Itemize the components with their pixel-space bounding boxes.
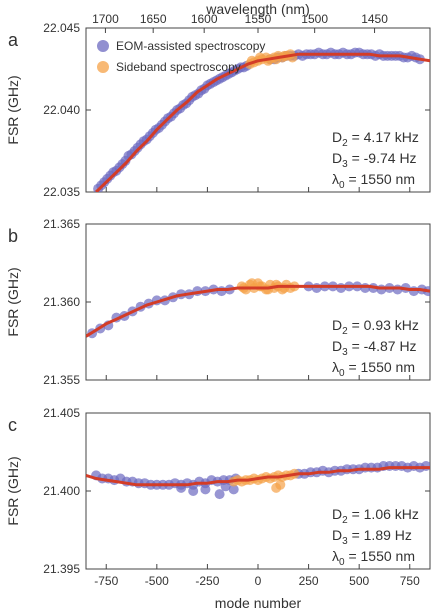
y-tick-label: 21.365 <box>43 217 80 231</box>
x-tick-label: 750 <box>400 574 420 588</box>
top-tick-label: 1650 <box>140 12 167 26</box>
eom-point <box>220 481 231 492</box>
y-axis-label: FSR (GHz) <box>5 267 21 336</box>
y-tick-label: 21.360 <box>43 295 80 309</box>
annotation-line: D3 = -4.87 Hz <box>332 338 417 358</box>
annotation-value: = 1.06 kHz <box>348 506 419 522</box>
fit-line <box>95 52 430 192</box>
eom-point <box>228 484 239 495</box>
annotation-line: D2 = 4.17 kHz <box>332 129 419 149</box>
sideband-point <box>275 479 286 490</box>
legend-marker <box>97 61 109 73</box>
annotation-subscript: 2 <box>342 515 348 526</box>
annotation-line: λ0 = 1550 nm <box>332 171 415 191</box>
annotation-value: = 4.17 kHz <box>348 129 419 145</box>
top-tick-label: 1500 <box>301 12 328 26</box>
y-tick-label: 21.400 <box>43 484 80 498</box>
annotation-line: λ0 = 1550 nm <box>332 359 415 379</box>
plot-area <box>86 461 430 500</box>
top-tick-label: 1550 <box>245 12 272 26</box>
top-axis-label: wavelength (nm) <box>205 1 310 17</box>
annotation-subscript: 2 <box>342 326 348 337</box>
legend-label: EOM-assisted spectroscopy <box>116 39 265 53</box>
annotation-symbol: λ <box>332 359 339 375</box>
eom-point <box>421 461 430 471</box>
top-tick-label: 1700 <box>92 12 119 26</box>
annotation-value: = 1550 nm <box>345 359 415 375</box>
annotation-symbol: D <box>332 317 342 333</box>
fit-line <box>86 284 430 338</box>
y-axis-label: FSR (GHz) <box>5 75 21 144</box>
bottom-axis-label: mode number <box>215 595 302 611</box>
panel-letter: a <box>8 30 19 50</box>
top-tick-label: 1450 <box>361 12 388 26</box>
plot-area <box>86 278 430 339</box>
y-tick-label: 21.405 <box>43 406 80 420</box>
annotation-value: = 0.93 kHz <box>348 317 419 333</box>
annotation-value: = -4.87 Hz <box>348 338 417 354</box>
fit-line <box>86 466 430 487</box>
x-tick-label: 250 <box>299 574 319 588</box>
y-tick-label: 22.045 <box>43 21 80 35</box>
annotation-subscript: 0 <box>339 557 345 568</box>
legend-label: Sideband spectroscopy <box>116 60 241 74</box>
plot-frame <box>85 223 431 381</box>
annotation-line: D2 = 0.93 kHz <box>332 317 419 337</box>
panel-a: a FSR (GHz) 22.035 22.040 22.045 1700 1650 1600… <box>5 12 431 199</box>
panel-letter: b <box>8 226 18 246</box>
annotation-subscript: 0 <box>339 180 345 191</box>
x-tick-label: -500 <box>145 574 169 588</box>
plot-frame <box>85 412 431 570</box>
panel-b: b FSR (GHz) 21.355 21.360 21.365 D2 = 0.93 kH… <box>5 217 431 387</box>
panel-c: c FSR (GHz) 21.395 21.400 21.405 -750 -500 -250… <box>5 406 431 588</box>
annotation-value: = -9.74 Hz <box>348 150 417 166</box>
x-tick-label: 0 <box>255 574 262 588</box>
annotation-subscript: 3 <box>342 536 348 547</box>
x-tick-label: -250 <box>195 574 219 588</box>
panel-letter: c <box>8 415 17 435</box>
y-tick-label: 22.040 <box>43 103 80 117</box>
annotation-symbol: λ <box>332 171 339 187</box>
plot-area <box>93 47 430 192</box>
annotation-symbol: D <box>332 150 342 166</box>
annotation-symbol: D <box>332 338 342 354</box>
annotation-subscript: 3 <box>342 159 348 170</box>
annotation-value: = 1550 nm <box>345 171 415 187</box>
eom-point <box>214 489 225 500</box>
annotation-line: D3 = 1.89 Hz <box>332 527 412 547</box>
annotation-symbol: D <box>332 527 342 543</box>
top-tick-label: 1600 <box>191 12 218 26</box>
y-axis-label: FSR (GHz) <box>5 456 21 525</box>
y-tick-label: 22.035 <box>43 185 80 199</box>
legend-marker <box>97 40 109 52</box>
annotation-line: λ0 = 1550 nm <box>332 548 415 568</box>
annotation-value: = 1.89 Hz <box>348 527 412 543</box>
eom-point <box>200 484 211 495</box>
annotation-line: D3 = -9.74 Hz <box>332 150 417 170</box>
y-tick-label: 21.355 <box>43 373 80 387</box>
annotation-value: = 1550 nm <box>345 548 415 564</box>
x-tick-label: -750 <box>94 574 118 588</box>
eom-point <box>188 486 199 496</box>
sideband-point <box>279 283 290 293</box>
annotation-symbol: D <box>332 129 342 145</box>
y-tick-label: 21.395 <box>43 562 80 576</box>
annotation-subscript: 3 <box>342 347 348 358</box>
annotation-symbol: D <box>332 506 342 522</box>
annotation-line: D2 = 1.06 kHz <box>332 506 419 526</box>
annotation-subscript: 0 <box>339 368 345 379</box>
x-tick-label: 500 <box>349 574 369 588</box>
annotation-subscript: 2 <box>342 138 348 149</box>
annotation-symbol: λ <box>332 548 339 564</box>
sideband-point <box>246 278 257 289</box>
